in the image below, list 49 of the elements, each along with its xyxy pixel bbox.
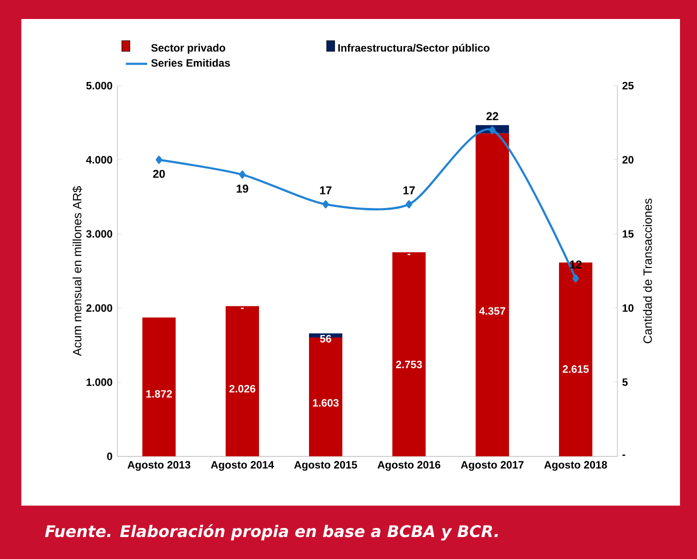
y2-tick-label: 10 bbox=[622, 304, 634, 312]
x-tick-label: Agosto 2013 bbox=[128, 461, 190, 471]
y-tick-label: 4.000 bbox=[86, 156, 112, 164]
data-label: 17 bbox=[320, 186, 332, 194]
data-label: 17 bbox=[403, 186, 415, 194]
point bbox=[572, 274, 579, 282]
point bbox=[489, 126, 496, 134]
data-label: 12 bbox=[570, 260, 582, 268]
legend-label: Sector privado bbox=[151, 44, 226, 54]
bar bbox=[392, 252, 426, 456]
point bbox=[239, 170, 246, 179]
x-tick-label: Agosto 2018 bbox=[544, 461, 608, 471]
y2-tick-label: 15 bbox=[622, 230, 634, 238]
bar bbox=[142, 318, 176, 456]
x-tick-label: Agosto 2017 bbox=[460, 461, 524, 471]
x-tick-label: Agosto 2016 bbox=[378, 461, 440, 471]
point bbox=[406, 200, 412, 208]
y-tick-label: 0 bbox=[107, 452, 112, 460]
y2-tick-label: 25 bbox=[622, 82, 634, 90]
source-note: Fuente. Elaboración propia en base a BCBA y BCR. bbox=[45, 524, 498, 540]
bar bbox=[476, 133, 509, 456]
data-label: 22 bbox=[486, 112, 498, 120]
data-label: 2.026 bbox=[229, 384, 256, 393]
data-label: 2.615 bbox=[562, 365, 589, 373]
data-label: - bbox=[408, 254, 410, 256]
data-label: 19 bbox=[236, 184, 248, 193]
data-label: - bbox=[240, 308, 244, 309]
legend-label: Series Emitidas bbox=[151, 58, 230, 67]
y2-tick-label: 20 bbox=[622, 156, 634, 164]
data-label: 20 bbox=[153, 170, 165, 178]
data-label: 1.603 bbox=[312, 399, 339, 407]
y-tick-label: 1.000 bbox=[86, 378, 112, 386]
data-label: 2.753 bbox=[396, 360, 422, 368]
y-tick-label: 5.000 bbox=[86, 82, 112, 90]
y2-tick-label: 5 bbox=[622, 378, 628, 386]
legend-label: Infraestructura/Sector público bbox=[338, 44, 490, 54]
bar bbox=[226, 306, 260, 456]
x-tick-label: Agosto 2015 bbox=[294, 461, 358, 471]
y2-axis-title: Cantidad de Transacciones bbox=[643, 198, 652, 344]
point bbox=[322, 200, 329, 208]
y2-tick-label: - bbox=[622, 454, 626, 456]
data-label: 1.872 bbox=[146, 390, 172, 398]
x-tick-label: Agosto 2014 bbox=[210, 461, 274, 471]
point bbox=[156, 156, 162, 164]
y-axis-title: Acum mensual en millones AR$ bbox=[72, 186, 82, 356]
y-tick-label: 3.000 bbox=[86, 230, 112, 238]
data-label: 4.357 bbox=[479, 307, 506, 315]
y-tick-label: 2.000 bbox=[86, 304, 112, 312]
bar bbox=[559, 262, 592, 456]
